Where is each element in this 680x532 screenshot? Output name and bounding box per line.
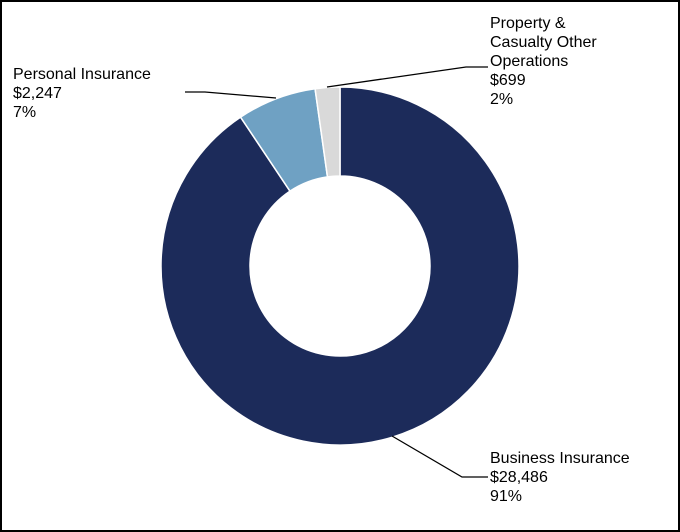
label-personal-name: Personal Insurance xyxy=(13,66,151,83)
leader-line-personal xyxy=(185,91,277,99)
label-business-value: $28,486 xyxy=(490,469,548,486)
donut-slices xyxy=(160,86,520,446)
label-pc-other-name-3: Operations xyxy=(490,53,569,70)
label-pc-other-value: $699 xyxy=(490,72,526,89)
leader-line-pc-other xyxy=(326,66,488,88)
label-personal-value: $2,247 xyxy=(13,85,62,102)
label-pc-other-name-1: Property & xyxy=(490,15,566,32)
donut-slice-business-insurance xyxy=(160,86,520,446)
donut-slice-property-casualty-other-operations xyxy=(314,86,341,178)
leader-lines xyxy=(185,66,488,478)
leader-line-business xyxy=(391,435,488,478)
label-business-name: Business Insurance xyxy=(490,450,630,467)
label-business: Business Insurance $28,486 91% xyxy=(490,449,630,506)
label-business-percent: 91% xyxy=(490,488,523,505)
label-pc-other: Property & Casualty Other Operations $69… xyxy=(490,14,597,109)
label-personal-percent: 7% xyxy=(13,104,37,121)
label-pc-other-name-2: Casualty Other xyxy=(490,34,597,51)
label-personal: Personal Insurance $2,247 7% xyxy=(13,65,151,122)
label-pc-other-percent: 2% xyxy=(490,91,514,108)
